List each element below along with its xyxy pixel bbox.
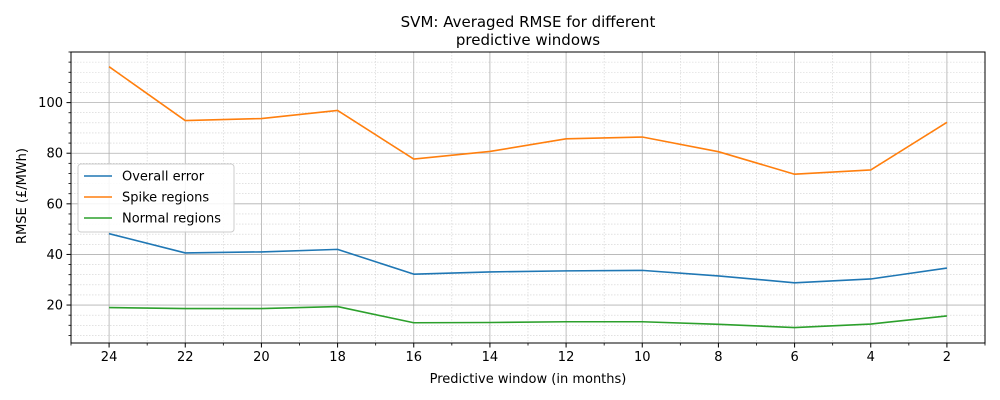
series-line-2 [108,66,948,176]
x-tick-label: 2 [943,350,951,365]
legend-label: Normal regions [122,212,221,227]
legend-box [77,163,235,233]
legend: Overall error Spike regions Normal regions [77,163,235,233]
series-line-3 [109,305,948,329]
x-tick-label: 10 [634,350,651,365]
x-axis-label: Predictive window (in months) [430,372,627,387]
chart-title-line1: SVM: Averaged RMSE for different [401,13,656,31]
y-axis-label: RMSE (£/MWh) [15,148,30,244]
y-tick-label: 40 [46,248,63,263]
y-tick-label: 60 [46,197,63,212]
x-tick-label: 12 [558,350,575,365]
x-tick-label: 8 [714,350,722,365]
series-lines [108,66,948,329]
x-tick-label: 24 [101,350,118,365]
major-gridlines [71,52,985,343]
y-tick-label: 20 [46,299,63,314]
legend-label: Spike regions [122,191,209,206]
x-tick-label: 18 [329,350,346,365]
x-tick-label: 4 [867,350,875,365]
legend-label: Overall error [122,170,205,185]
x-tick-label: 16 [405,350,422,365]
plot-frame [70,51,986,344]
series-line-1 [108,232,948,284]
x-tick-label: 20 [253,350,270,365]
tick-labels: 24 22 20 18 16 14 12 10 8 6 4 2 20 40 60 80 100 [38,96,951,365]
y-tick-label: 100 [38,96,63,111]
x-tick-label: 22 [177,350,194,365]
x-tick-label: 6 [790,350,798,365]
chart-title-line2: predictive windows [456,31,600,49]
x-tick-label: 14 [482,350,499,365]
y-tick-label: 80 [46,147,63,162]
